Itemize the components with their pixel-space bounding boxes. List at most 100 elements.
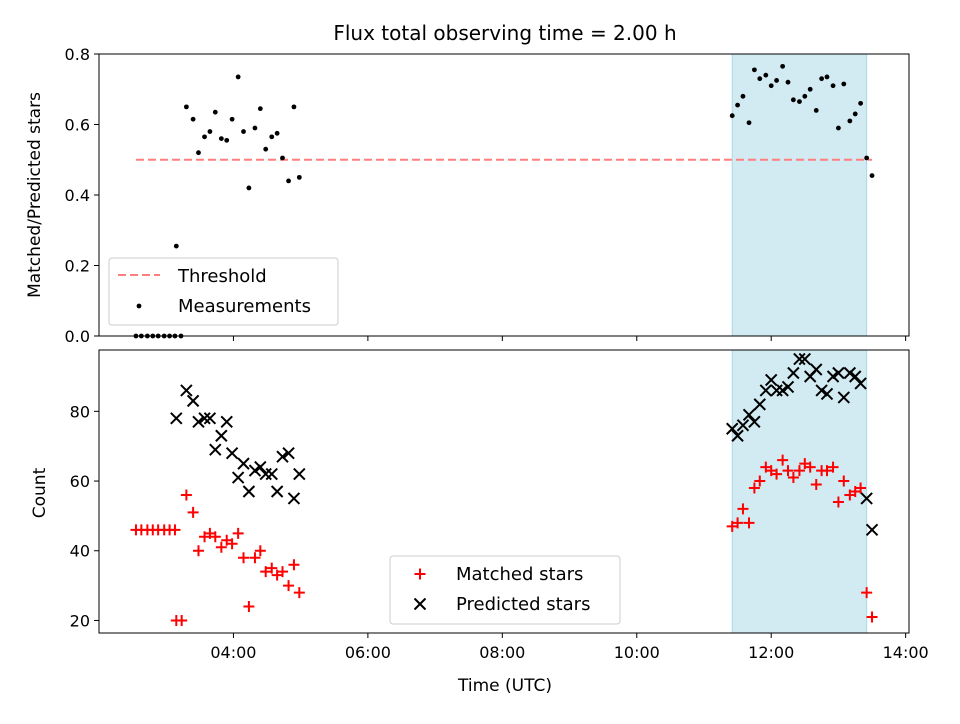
matched-point: [782, 465, 794, 477]
measurement-point: [836, 125, 841, 131]
measurement-point: [768, 83, 774, 89]
predicted-point: [287, 492, 301, 505]
matched-point: [838, 475, 850, 487]
measurement-series: [133, 63, 875, 339]
predicted-point: [798, 352, 812, 366]
matched-point: [855, 482, 867, 494]
measurement-point: [291, 104, 297, 110]
predicted-point: [282, 446, 295, 460]
y-tick-label: 60: [70, 472, 90, 491]
matched-point: [243, 601, 255, 613]
measurement-point: [807, 86, 813, 92]
predicted-point: [276, 450, 289, 463]
y-tick-label: 0.2: [65, 257, 90, 276]
predicted-point: [759, 384, 773, 397]
matched-series: [130, 454, 878, 626]
matched-point: [777, 454, 789, 466]
measurement-point: [224, 137, 230, 143]
measurement-point: [274, 130, 280, 136]
measurement-point: [263, 146, 269, 152]
matched-point: [771, 468, 783, 480]
matched-point: [209, 531, 221, 543]
x-tick-label: 10:00: [614, 643, 660, 662]
matched-point: [180, 489, 192, 501]
legend-predicted-swatch: [413, 597, 427, 611]
matched-point: [821, 465, 833, 477]
matched-point: [787, 472, 799, 484]
x-tick-label: 12:00: [748, 643, 794, 662]
predicted-point: [242, 485, 256, 498]
predicted-point: [849, 370, 862, 383]
legend: Threshold Measurements: [108, 257, 339, 326]
matched-point: [169, 524, 181, 536]
measurement-point: [241, 129, 246, 134]
axes-frame: [98, 53, 910, 337]
matched-point: [748, 482, 760, 494]
measurement-point: [802, 93, 808, 99]
predicted-point: [820, 387, 834, 401]
measurement-point: [196, 150, 201, 156]
top-panel: 0.0 0.2 0.4 0.6 0.8 Threshold Measurements: [65, 45, 910, 346]
measurement-point: [763, 72, 769, 78]
y-tick-label: 80: [70, 402, 90, 421]
predicted-point: [265, 467, 278, 481]
measurement-point: [202, 134, 207, 140]
measurement-point: [757, 76, 763, 82]
matched-point: [277, 566, 289, 578]
measurement-point: [296, 174, 302, 180]
matched-point: [176, 614, 188, 626]
matched-point: [192, 545, 204, 557]
y-tick-label: 0.0: [65, 327, 90, 346]
measurement-point: [269, 134, 275, 140]
matched-point: [754, 475, 766, 487]
measurement-point: [740, 93, 746, 99]
measurement-point: [246, 185, 252, 191]
predicted-point: [180, 384, 193, 397]
predicted-point: [270, 485, 284, 498]
x-axis-label: Time (UTC): [457, 676, 552, 696]
predicted-point: [237, 457, 250, 470]
predicted-point: [215, 429, 228, 442]
predicted-series: [170, 352, 879, 537]
predicted-point: [793, 352, 806, 366]
predicted-point: [865, 523, 879, 537]
predicted-point: [742, 408, 756, 422]
matched-point: [187, 506, 199, 518]
predicted-point: [198, 412, 211, 425]
bottom-y-axis-label: Count: [30, 467, 50, 518]
matched-point: [732, 517, 744, 529]
y-tick-label: 0.4: [65, 186, 90, 205]
matched-point: [804, 461, 816, 473]
matched-point: [288, 559, 300, 571]
predicted-point: [776, 384, 789, 397]
measurement-point: [824, 74, 830, 80]
legend-threshold-label: Threshold: [177, 266, 267, 287]
legend-matched-label: Matched stars: [456, 564, 583, 585]
legend-measurement-label: Measurements: [178, 296, 311, 317]
figure-title: Flux total observing time = 2.00 h: [333, 21, 676, 45]
legend-box: [108, 257, 339, 326]
predicted-point: [826, 370, 840, 383]
measurement-point: [751, 67, 757, 73]
predicted-point: [231, 471, 245, 484]
y-tick-label: 0.6: [65, 116, 90, 135]
matched-point: [283, 580, 295, 592]
predicted-point: [186, 394, 200, 408]
y-tick-label: 20: [70, 611, 90, 630]
matched-point: [866, 611, 878, 623]
predicted-point: [787, 366, 800, 380]
measurement-point: [858, 100, 864, 106]
measurement-point: [819, 76, 825, 82]
legend: Matched stars Predicted stars: [389, 555, 621, 625]
matched-point: [793, 465, 805, 477]
measurement-point: [813, 108, 819, 113]
y-tick-label: 0.8: [65, 45, 90, 64]
predicted-point: [220, 415, 233, 429]
x-tick-label: 08:00: [479, 643, 525, 662]
measurement-point: [774, 78, 779, 83]
measurement-point: [286, 178, 291, 184]
y-tick-label: 40: [70, 542, 90, 561]
axes-frame: [98, 349, 910, 634]
bottom-panel: 20 40 60 80 04:00 06:00 08:00 10:00 12:00 14:00 Ma…: [70, 349, 929, 662]
